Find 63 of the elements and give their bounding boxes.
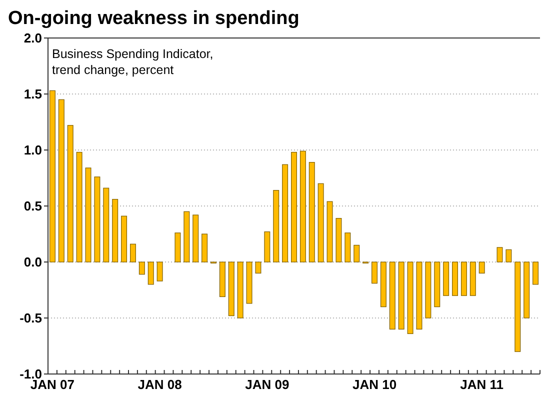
chart-title: On-going weakness in spending xyxy=(8,8,300,29)
bar xyxy=(192,214,199,262)
bar xyxy=(372,262,378,284)
bar xyxy=(344,232,351,262)
bar xyxy=(354,244,360,262)
y-tick-label: 2.0 xyxy=(24,30,42,46)
bar xyxy=(219,262,226,298)
text: Business Spending Indicator, trend change, percent xyxy=(52,47,214,77)
x-tick-label: JAN 10 xyxy=(352,377,397,392)
y-tick-label: 1.5 xyxy=(24,86,42,102)
bar xyxy=(148,262,154,285)
bar xyxy=(407,262,414,334)
bar xyxy=(389,262,396,330)
bar xyxy=(138,262,145,275)
bar xyxy=(460,262,467,296)
bar xyxy=(291,152,297,262)
y-tick-label: 1.0 xyxy=(24,142,42,158)
bar xyxy=(130,244,136,262)
bar xyxy=(308,162,315,262)
bar xyxy=(478,262,485,274)
bar xyxy=(237,262,244,318)
bar xyxy=(103,188,110,262)
x-tick-label: JAN 09 xyxy=(245,377,290,392)
bar xyxy=(506,249,512,262)
bar xyxy=(85,168,92,262)
bar xyxy=(246,262,252,304)
bar xyxy=(318,183,324,262)
bar xyxy=(470,262,476,296)
bar xyxy=(416,262,422,330)
bar xyxy=(524,262,530,318)
bar xyxy=(514,262,521,352)
bar xyxy=(425,262,432,318)
bar xyxy=(228,262,234,316)
bar xyxy=(380,262,386,308)
x-tick-label: JAN 11 xyxy=(460,377,504,392)
bar xyxy=(443,262,450,296)
bar xyxy=(94,176,100,262)
bar xyxy=(67,125,74,262)
bar xyxy=(58,99,64,262)
bar xyxy=(112,198,118,262)
bar xyxy=(398,262,404,330)
y-tick-label: 0.0 xyxy=(24,254,42,270)
x-tick-label: JAN 08 xyxy=(138,377,182,392)
bar xyxy=(174,232,181,262)
bar xyxy=(202,234,208,262)
bar xyxy=(300,150,306,262)
bar xyxy=(434,262,440,308)
bar xyxy=(156,262,163,282)
bar xyxy=(121,216,128,262)
bar xyxy=(496,247,503,262)
bar xyxy=(326,201,333,262)
bar xyxy=(282,164,288,262)
bar xyxy=(532,262,539,285)
y-tick-label: 0.5 xyxy=(24,198,42,214)
bar xyxy=(264,231,270,262)
bar xyxy=(76,152,82,262)
bar xyxy=(336,218,342,262)
bar xyxy=(273,190,280,262)
bar xyxy=(452,262,458,296)
bar xyxy=(49,90,56,262)
bar xyxy=(184,211,190,262)
y-tick-label: -0.5 xyxy=(20,310,42,326)
bar xyxy=(255,262,262,274)
